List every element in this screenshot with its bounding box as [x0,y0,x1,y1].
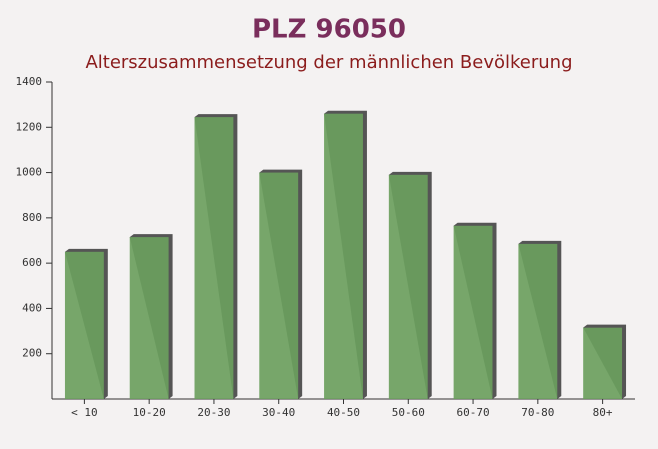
bar [583,327,623,399]
bar [518,243,558,399]
x-tick-label: 50-60 [392,406,425,419]
x-tick-label: 40-50 [327,406,360,419]
y-tick-label: 1200 [16,120,43,133]
bar [64,251,104,399]
y-tick-label: 600 [22,256,42,269]
chart-subtitle: Alterszusammensetzung der männlichen Bev… [85,52,572,73]
y-tick-label: 800 [22,211,42,224]
y-tick-label: 400 [22,301,42,314]
x-tick-label: 30-40 [262,406,295,419]
bar [259,172,299,399]
x-tick-label: 20-30 [197,406,230,419]
x-tick-label: < 10 [71,406,98,419]
bar [129,237,169,399]
x-tick-label: 10-20 [133,406,166,419]
bar [194,117,234,399]
bar [324,113,363,399]
y-tick-label: 1000 [16,166,43,179]
bar [453,225,493,399]
x-tick-label: 60-70 [456,406,489,419]
chart-title: PLZ 96050 [252,15,406,45]
x-tick-label: 80+ [593,406,613,419]
bar [388,174,428,399]
x-tick-label: 70-80 [521,406,554,419]
y-tick-label: 1400 [16,75,43,88]
y-tick-label: 200 [22,347,42,360]
